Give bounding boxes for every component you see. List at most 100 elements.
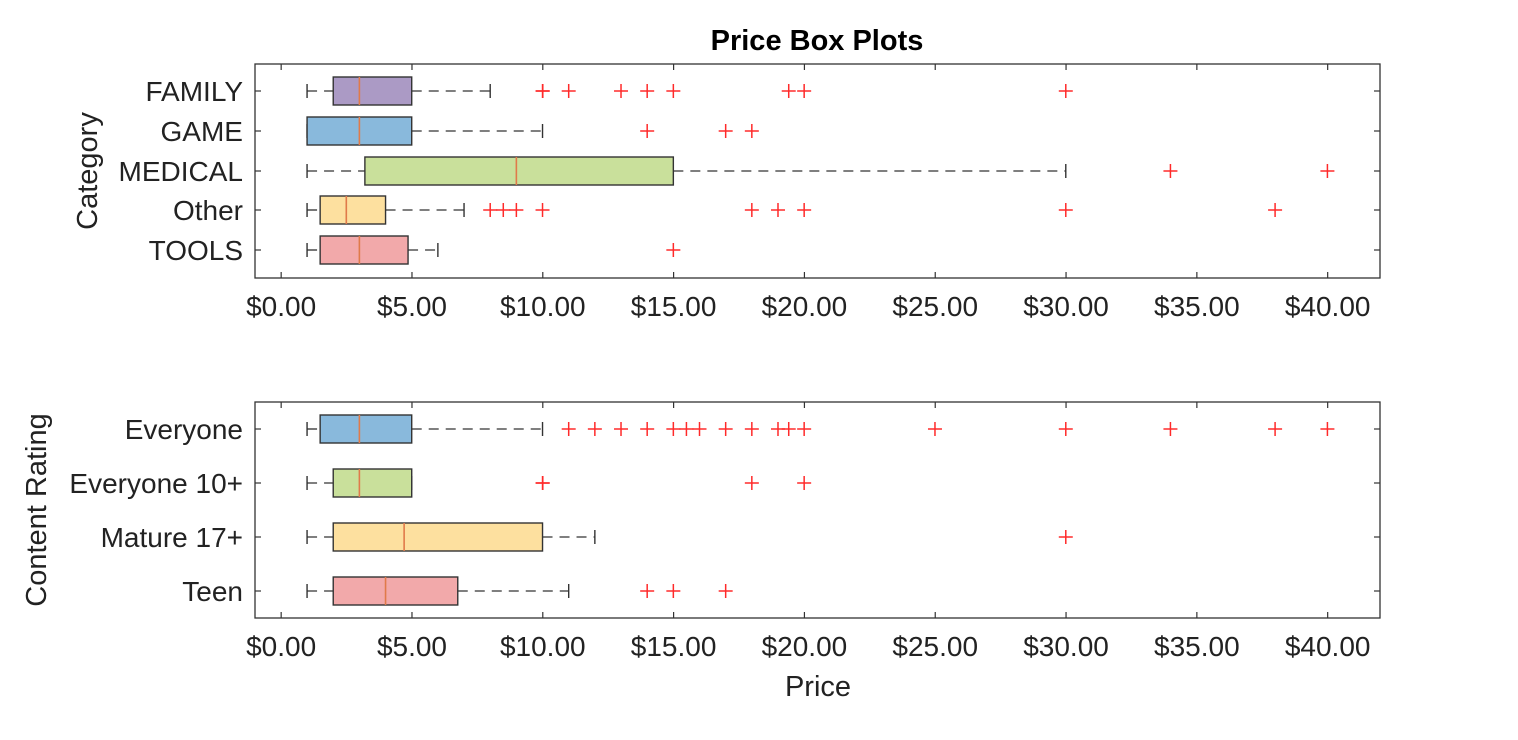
x-tick-label: $35.00 [1154, 631, 1240, 662]
x-tick-label: $40.00 [1285, 291, 1371, 322]
outlier-point [1268, 203, 1283, 217]
y-tick-label-mature-17: Mature 17+ [101, 522, 243, 553]
content-rating-axis-label: Content Rating [21, 413, 53, 606]
box-game: GAME [161, 116, 1380, 147]
box-everyone-10: Everyone 10+ [69, 468, 1380, 499]
outlier-point [718, 124, 733, 138]
outlier-point [1268, 422, 1283, 436]
outlier-point [797, 84, 812, 98]
x-tick-label: $15.00 [631, 631, 717, 662]
outlier-point [587, 422, 602, 436]
content-rating-panel: Everyone Everyone 10+ Mature 17+ Teen $0.00… [21, 401, 1381, 703]
iqr-box [364, 156, 675, 186]
outlier-point [692, 422, 707, 436]
chart-title: Price Box Plots [711, 25, 924, 57]
price-axis-label: Price [785, 671, 851, 703]
x-tick-label: $5.00 [377, 631, 447, 662]
content-rating-x-ticks: $0.00 $5.00 $10.00 $15.00 $20.00 $25.00 $30.00… [246, 402, 1370, 662]
outlier-point [1058, 422, 1073, 436]
category-axis-label: Category [72, 112, 104, 230]
outlier-point [1058, 203, 1073, 217]
outlier-point [614, 84, 629, 98]
iqr-box [319, 414, 413, 444]
iqr-box [332, 468, 413, 498]
box-tools: TOOLS [149, 235, 1380, 266]
outlier-point [1320, 164, 1335, 178]
outlier-point [744, 476, 759, 490]
y-tick-label-teen: Teen [182, 576, 243, 607]
outlier-point [1058, 530, 1073, 544]
outlier-point [679, 422, 694, 436]
x-tick-label: $25.00 [892, 631, 978, 662]
x-tick-label: $20.00 [762, 291, 848, 322]
x-tick-label: $40.00 [1285, 631, 1371, 662]
y-tick-label-tools: TOOLS [149, 235, 243, 266]
x-tick-label: $30.00 [1023, 291, 1109, 322]
outlier-point [797, 203, 812, 217]
box-medical: MEDICAL [119, 156, 1380, 187]
outlier-point [1163, 164, 1178, 178]
category-boxes: FAMILY GAME MEDICAL Other TOOLS [119, 76, 1380, 266]
outlier-point [927, 422, 942, 436]
outlier-point [744, 203, 759, 217]
y-tick-label-everyone: Everyone [125, 414, 243, 445]
outlier-point [561, 84, 576, 98]
outlier-point [666, 422, 681, 436]
outlier-point [640, 124, 655, 138]
y-tick-label-everyone-10: Everyone 10+ [69, 468, 243, 499]
x-tick-label: $0.00 [246, 631, 316, 662]
outlier-point [496, 203, 511, 217]
x-tick-label: $5.00 [377, 291, 447, 322]
outlier-point [666, 84, 681, 98]
outlier-point [744, 422, 759, 436]
outlier-point [561, 422, 576, 436]
outlier-point [640, 84, 655, 98]
y-tick-label-medical: MEDICAL [119, 156, 243, 187]
outlier-point [535, 203, 550, 217]
y-tick-label-game: GAME [161, 116, 243, 147]
box-mature-17: Mature 17+ [101, 522, 1380, 553]
category-panel: FAMILY GAME MEDICAL Other TOOLS $0.00 $5.00 $1… [72, 63, 1381, 322]
iqr-box [319, 195, 387, 225]
x-tick-label: $35.00 [1154, 291, 1240, 322]
outlier-point [666, 584, 681, 598]
outlier-point [640, 422, 655, 436]
box-other: Other [173, 195, 1380, 226]
iqr-box [332, 576, 459, 606]
content-rating-boxes: Everyone Everyone 10+ Mature 17+ Teen [69, 414, 1380, 607]
outlier-point [770, 203, 785, 217]
outlier-point [781, 422, 796, 436]
iqr-box [319, 235, 409, 265]
category-x-ticks: $0.00 $5.00 $10.00 $15.00 $20.00 $25.00 $30.00… [246, 64, 1370, 322]
outlier-point [535, 84, 550, 98]
outlier-point [535, 476, 550, 490]
outlier-point [1058, 84, 1073, 98]
y-tick-label-family: FAMILY [145, 76, 243, 107]
outlier-point [666, 243, 681, 257]
y-tick-label-other: Other [173, 195, 243, 226]
x-tick-label: $0.00 [246, 291, 316, 322]
outlier-point [1163, 422, 1178, 436]
iqr-box [332, 76, 413, 106]
iqr-box [332, 522, 544, 552]
box-teen: Teen [182, 576, 1380, 607]
outlier-point [718, 422, 733, 436]
x-tick-label: $20.00 [762, 631, 848, 662]
outlier-point [483, 203, 498, 217]
outlier-point [1320, 422, 1335, 436]
outlier-point [781, 84, 796, 98]
x-tick-label: $30.00 [1023, 631, 1109, 662]
outlier-point [509, 203, 524, 217]
x-tick-label: $10.00 [500, 291, 586, 322]
x-tick-label: $15.00 [631, 291, 717, 322]
outlier-point [744, 124, 759, 138]
x-tick-label: $25.00 [892, 291, 978, 322]
outlier-point [797, 476, 812, 490]
outlier-point [640, 584, 655, 598]
x-tick-label: $10.00 [500, 631, 586, 662]
box-everyone: Everyone [125, 414, 1380, 445]
outlier-point [718, 584, 733, 598]
outlier-point [614, 422, 629, 436]
box-family: FAMILY [145, 76, 1380, 107]
